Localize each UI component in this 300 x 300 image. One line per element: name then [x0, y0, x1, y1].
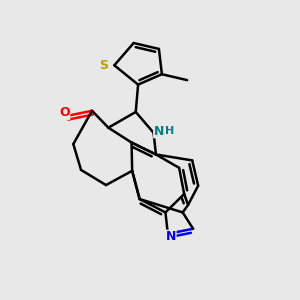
- Text: O: O: [59, 106, 70, 119]
- Text: N: N: [154, 125, 164, 138]
- Text: N: N: [166, 230, 176, 243]
- Text: S: S: [99, 59, 108, 72]
- Text: H: H: [165, 126, 175, 136]
